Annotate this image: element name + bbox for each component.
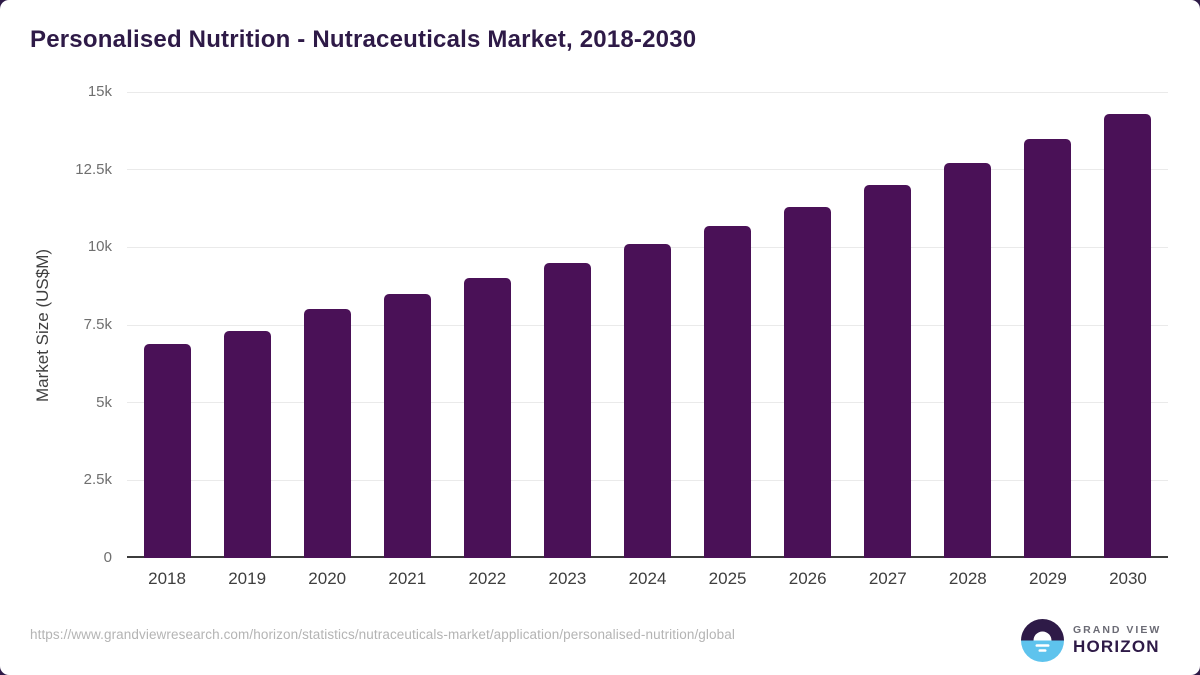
x-tick-2026: 2026 xyxy=(788,569,827,588)
gridline-15k xyxy=(127,91,1168,93)
x-tick-2027: 2027 xyxy=(868,569,907,588)
gridline-12.5k xyxy=(127,169,1168,171)
logo-wordmark: GRAND VIEW HORIZON xyxy=(1073,624,1161,657)
y-tick-2.5k: 2.5k xyxy=(83,471,112,489)
bar-2021[interactable] xyxy=(383,293,431,558)
chart-title: Personalised Nutrition - Nutraceuticals … xyxy=(30,26,697,53)
bar-2018[interactable] xyxy=(143,343,191,558)
bar-2019[interactable] xyxy=(223,331,271,558)
x-tick-2025: 2025 xyxy=(708,569,747,588)
bar-2030[interactable] xyxy=(1104,113,1152,558)
x-tick-2021: 2021 xyxy=(388,569,427,588)
bar-2027[interactable] xyxy=(864,185,912,558)
bar-2026[interactable] xyxy=(784,206,832,558)
bar-2025[interactable] xyxy=(704,225,752,558)
y-tick-15k: 15k xyxy=(87,83,112,100)
grand-view-horizon-logo: GRAND VIEW HORIZON xyxy=(1021,619,1161,662)
x-axis-tick-labels: 2018 2019 2020 2021 2022 2023 2024 2025 2026 2027… xyxy=(127,569,1168,591)
x-tick-2023: 2023 xyxy=(548,569,587,588)
y-tick-0: 0 xyxy=(103,549,112,566)
plot-area xyxy=(127,91,1168,558)
bar-2024[interactable] xyxy=(624,244,671,558)
y-axis-tick-labels: 0 2.5k 5k 7.5k 10k 12.5k 15k xyxy=(0,83,112,566)
x-tick-2020: 2020 xyxy=(308,569,347,588)
bar-2022[interactable] xyxy=(463,278,511,558)
bar-2029[interactable] xyxy=(1024,138,1072,558)
bar-2023[interactable] xyxy=(543,262,591,558)
y-tick-12.5k: 12.5k xyxy=(75,160,112,178)
x-tick-2019: 2019 xyxy=(228,569,267,588)
source-url: https://www.grandviewresearch.com/horizo… xyxy=(30,627,735,642)
logo-horizon-text: HORIZON xyxy=(1073,637,1160,656)
logo-grand-view-text: GRAND VIEW xyxy=(1073,624,1162,636)
x-tick-2028: 2028 xyxy=(948,569,987,588)
bar-2028[interactable] xyxy=(944,163,992,558)
x-tick-2024: 2024 xyxy=(628,569,667,588)
horizon-sun-over-water-icon xyxy=(1021,619,1064,662)
y-tick-10k: 10k xyxy=(87,238,112,256)
y-tick-5k: 5k xyxy=(96,393,112,411)
y-tick-7.5k: 7.5k xyxy=(83,316,112,333)
x-tick-2022: 2022 xyxy=(468,569,507,588)
x-tick-2030: 2030 xyxy=(1109,569,1147,588)
x-tick-2029: 2029 xyxy=(1028,569,1067,588)
x-tick-2018: 2018 xyxy=(148,569,186,588)
bar-2020[interactable] xyxy=(303,309,351,558)
